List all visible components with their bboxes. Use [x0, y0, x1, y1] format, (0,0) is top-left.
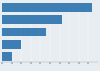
Bar — [2, 28, 46, 36]
Bar — [2, 52, 12, 61]
Bar — [2, 15, 62, 24]
Bar — [2, 3, 92, 12]
Bar — [2, 40, 21, 49]
